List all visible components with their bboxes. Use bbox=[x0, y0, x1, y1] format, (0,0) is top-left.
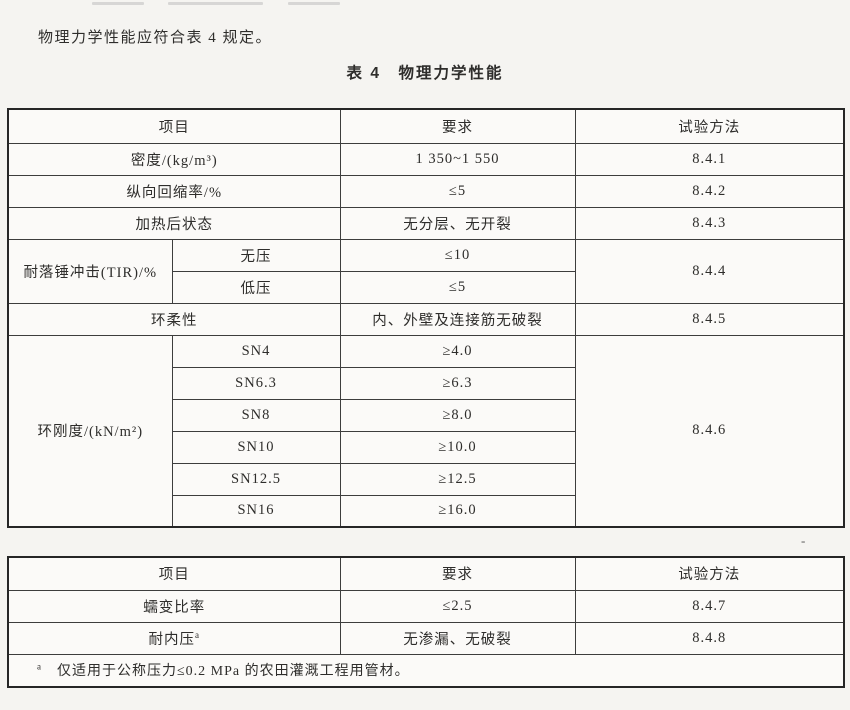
header-requirement: 要求 bbox=[339, 556, 576, 591]
cell-sub-item: SN10 bbox=[171, 430, 341, 464]
table-row-shrinkage: 纵向回缩率/% ≤5 8.4.2 bbox=[7, 174, 845, 208]
cell-requirement: 无分层、无开裂 bbox=[339, 206, 576, 240]
cell-requirement: 内、外壁及连接筋无破裂 bbox=[339, 302, 576, 336]
table-header-row: 项目 要求 试验方法 bbox=[7, 108, 845, 144]
table-row-internal-pressure: 耐内压a 无渗漏、无破裂 8.4.8 bbox=[7, 621, 845, 655]
cell-sub-item: SN16 bbox=[171, 494, 341, 528]
table-row-creep-ratio: 蠕变比率 ≤2.5 8.4.7 bbox=[7, 589, 845, 623]
header-item: 项目 bbox=[7, 108, 341, 144]
table-row-stiffness-sn16: SN16 ≥16.0 bbox=[8, 494, 844, 528]
table-row-ring-flexibility: 环柔性 内、外壁及连接筋无破裂 8.4.5 bbox=[7, 302, 845, 336]
cell-requirement: ≤10 bbox=[339, 238, 576, 272]
footnote-marker: a bbox=[37, 661, 42, 672]
cell-test-method: 8.4.2 bbox=[574, 174, 845, 208]
cell-test-method: 8.4.6 bbox=[574, 334, 845, 528]
cell-item: 环刚度/(kN/m²) bbox=[7, 334, 173, 528]
cell-test-method: 8.4.8 bbox=[574, 621, 845, 655]
table-row-stiffness-sn125: SN12.5 ≥12.5 bbox=[8, 462, 844, 496]
cell-test-method: 8.4.4 bbox=[574, 238, 845, 304]
header-requirement: 要求 bbox=[339, 108, 576, 144]
intro-paragraph: 物理力学性能应符合表 4 规定。 bbox=[38, 30, 273, 46]
table-row-stiffness-sn10: SN10 ≥10.0 bbox=[8, 430, 844, 464]
table-row-stiffness-sn63: SN6.3 ≥6.3 bbox=[8, 366, 844, 400]
cell-requirement: ≤2.5 bbox=[339, 589, 576, 623]
cell-item: 密度/(kg/m³) bbox=[7, 142, 341, 176]
cell-requirement: ≤5 bbox=[339, 174, 576, 208]
cell-requirement: ≥6.3 bbox=[339, 366, 576, 400]
cell-item: 纵向回缩率/% bbox=[7, 174, 341, 208]
scan-artifact bbox=[168, 2, 263, 5]
physical-properties-table: 项目 要求 试验方法 密度/(kg/m³) 1 350~1 550 8.4.1 … bbox=[7, 108, 845, 528]
cell-requirement: ≥8.0 bbox=[339, 398, 576, 432]
scan-artifact bbox=[288, 2, 340, 5]
cell-sub-item: 低压 bbox=[171, 270, 341, 304]
cell-item-text: 耐内压 bbox=[148, 631, 195, 648]
table-row-stiffness-sn4: 环刚度/(kN/m²) SN4 ≥4.0 8.4.6 bbox=[7, 334, 845, 528]
table-row-impact-no-pressure: 耐落锤冲击(TIR)/% 无压 ≤10 8.4.4 bbox=[7, 238, 845, 304]
cell-sub-item: SN12.5 bbox=[171, 462, 341, 496]
cell-sub-item: SN4 bbox=[171, 334, 341, 368]
cell-sub-item: SN8 bbox=[171, 398, 341, 432]
table-row-stiffness-sn8: SN8 ≥8.0 bbox=[8, 398, 844, 432]
cell-requirement: ≤5 bbox=[339, 270, 576, 304]
cell-requirement: ≥10.0 bbox=[339, 430, 576, 464]
table-header-row: 项目 要求 试验方法 bbox=[7, 556, 845, 591]
table-footnote-row: a 仅适用于公称压力≤0.2 MPa 的农田灌溉工程用管材。 bbox=[7, 653, 845, 688]
cell-requirement: ≥16.0 bbox=[339, 494, 576, 528]
cell-item: 环柔性 bbox=[7, 302, 341, 336]
table-row-after-heating: 加热后状态 无分层、无开裂 8.4.3 bbox=[7, 206, 845, 240]
cell-item: 耐落锤冲击(TIR)/% bbox=[7, 238, 173, 304]
cell-item: 加热后状态 bbox=[7, 206, 341, 240]
cell-item: 蠕变比率 bbox=[7, 589, 341, 623]
cell-test-method: 8.4.5 bbox=[574, 302, 845, 336]
cell-test-method: 8.4.3 bbox=[574, 206, 845, 240]
table-row-impact-low-pressure: 低压 ≤5 bbox=[8, 270, 844, 304]
supplementary-properties-table: 项目 要求 试验方法 蠕变比率 ≤2.5 8.4.7 耐内压a 无渗漏、无破裂 … bbox=[7, 556, 845, 688]
footnote-cell: a 仅适用于公称压力≤0.2 MPa 的农田灌溉工程用管材。 bbox=[7, 653, 845, 688]
cell-test-method: 8.4.1 bbox=[574, 142, 845, 176]
header-test-method: 试验方法 bbox=[574, 108, 845, 144]
scan-artifact bbox=[92, 2, 144, 5]
cell-sub-item: 无压 bbox=[171, 238, 341, 272]
cell-test-method: 8.4.7 bbox=[574, 589, 845, 623]
footnote-text: 仅适用于公称压力≤0.2 MPa 的农田灌溉工程用管材。 bbox=[57, 664, 410, 680]
page-mark-dash: - bbox=[801, 533, 806, 548]
cell-requirement: ≥4.0 bbox=[339, 334, 576, 368]
footnote-marker: a bbox=[195, 629, 200, 640]
cell-requirement: 无渗漏、无破裂 bbox=[339, 621, 576, 655]
table-caption: 表 4 物理力学性能 bbox=[346, 65, 504, 82]
cell-sub-item: SN6.3 bbox=[171, 366, 341, 400]
cell-item: 耐内压a bbox=[7, 621, 341, 655]
cell-requirement: 1 350~1 550 bbox=[339, 142, 576, 176]
header-item: 项目 bbox=[7, 556, 341, 591]
cell-requirement: ≥12.5 bbox=[339, 462, 576, 496]
table-row-density: 密度/(kg/m³) 1 350~1 550 8.4.1 bbox=[7, 142, 845, 176]
header-test-method: 试验方法 bbox=[574, 556, 845, 591]
